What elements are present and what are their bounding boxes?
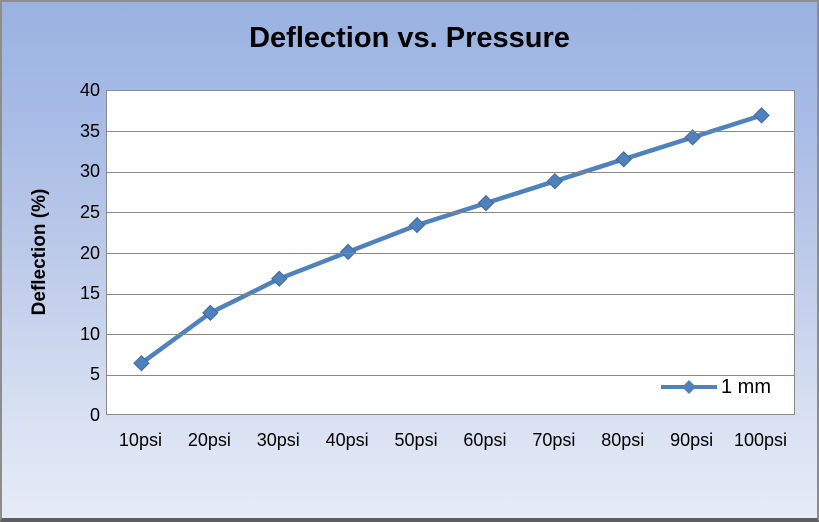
legend-label: 1 mm: [721, 376, 771, 398]
data-point-marker: [408, 216, 426, 234]
data-point-marker: [684, 129, 701, 146]
x-tick-label: 30psi: [256, 430, 300, 450]
gridline: [107, 253, 794, 254]
data-point-marker: [271, 270, 288, 287]
y-tick-label: 0: [89, 405, 100, 425]
x-tick-label: 50psi: [394, 430, 438, 450]
x-tick-label: 60psi: [463, 430, 507, 450]
data-point-marker: [753, 107, 770, 124]
x-tick-label: 70psi: [532, 430, 576, 450]
gridline: [107, 293, 794, 295]
y-tick-label: 5: [89, 364, 100, 385]
data-point-marker: [477, 194, 495, 212]
y-tick-label: 20: [79, 242, 100, 263]
y-tick-label: 15: [79, 283, 100, 304]
gridline: [107, 212, 794, 214]
y-tick-label: 25: [79, 201, 100, 222]
x-tick-label: 100psi: [734, 430, 788, 450]
y-tick-label: 10: [79, 323, 100, 344]
y-axis-title: Deflection (%): [29, 188, 50, 316]
data-point-marker: [339, 243, 357, 261]
y-tick-label: 30: [79, 161, 100, 182]
data-point-marker: [202, 304, 219, 322]
chart-title: Deflection vs. Pressure: [249, 22, 570, 54]
legend: 1 mm: [660, 374, 771, 400]
x-tick-label: 40psi: [325, 430, 369, 450]
series-line-path: [140, 113, 763, 366]
gridline: [107, 171, 794, 173]
data-point-marker: [546, 172, 564, 190]
x-tick-label: 80psi: [601, 430, 645, 450]
series-line: [133, 107, 770, 372]
legend-line-diamond-icon: [661, 380, 717, 394]
gridline: [107, 334, 794, 336]
gridline: [107, 131, 794, 133]
data-point-marker: [615, 151, 632, 168]
y-tick-label: 40: [79, 80, 100, 100]
y-tick-label: 35: [79, 120, 100, 141]
gridline: [107, 374, 794, 376]
plot-area: 1 mm: [106, 90, 795, 415]
x-tick-label: 90psi: [670, 430, 714, 450]
x-tick-label: 20psi: [187, 430, 231, 450]
data-point-marker: [133, 354, 150, 372]
x-tick-label: 10psi: [118, 430, 162, 450]
